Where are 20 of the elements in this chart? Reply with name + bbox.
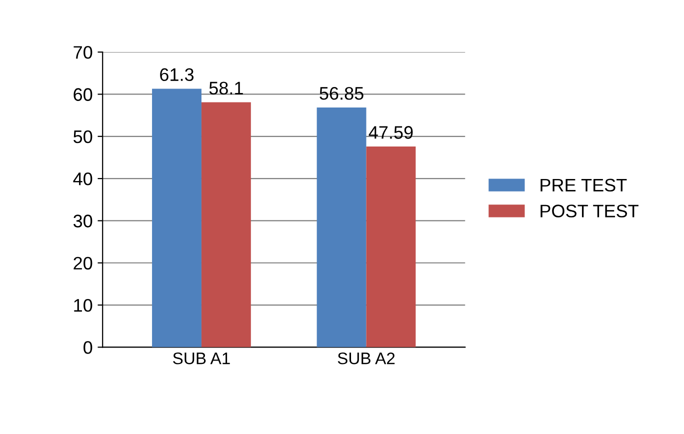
data-label: 58.1 <box>209 82 243 95</box>
bar <box>201 102 251 348</box>
bar <box>152 88 202 348</box>
y-tick-label: 30 <box>73 214 92 228</box>
data-label: 61.3 <box>160 68 194 82</box>
y-tick-label: 70 <box>74 46 92 59</box>
bar <box>316 108 366 348</box>
data-label: 56.85 <box>320 87 364 100</box>
bar <box>366 146 416 348</box>
x-tick-label: SUB A1 <box>173 352 230 364</box>
y-tick-label: 20 <box>74 256 92 270</box>
legend-label: PRE TEST <box>540 178 627 192</box>
y-tick-label: 0 <box>84 341 92 354</box>
x-tick-label: SUB A2 <box>338 352 395 364</box>
data-label: 47.59 <box>368 126 413 139</box>
y-tick-label: 50 <box>74 130 92 144</box>
legend-label: POST TEST <box>540 204 638 218</box>
y-tick-label: 10 <box>74 298 92 312</box>
y-tick-label: 40 <box>73 172 92 186</box>
y-tick-label: 60 <box>74 88 92 101</box>
